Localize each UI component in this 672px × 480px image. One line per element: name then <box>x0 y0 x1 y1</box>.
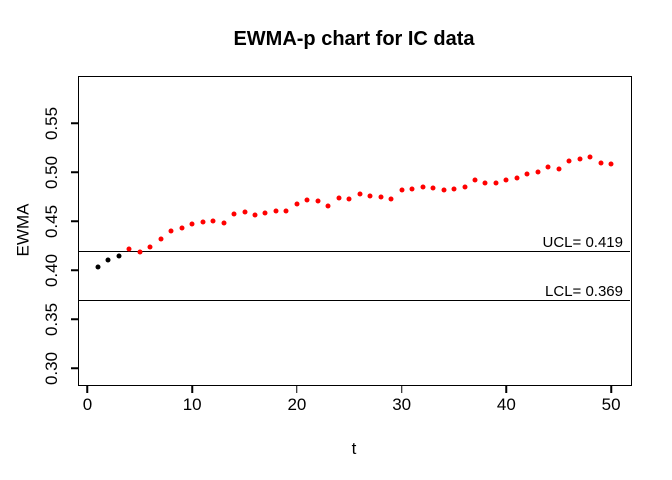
y-axis-tick-label-text: 0.55 <box>42 106 62 140</box>
data-point <box>105 257 111 263</box>
data-point <box>304 197 310 203</box>
data-point <box>283 208 289 214</box>
data-point <box>598 160 604 166</box>
data-point <box>126 246 132 252</box>
data-point <box>441 187 447 193</box>
x-axis-tick <box>400 385 403 393</box>
data-point <box>262 210 268 216</box>
data-point <box>168 228 174 234</box>
x-axis-tick <box>505 385 508 393</box>
y-axis-tick <box>71 269 78 271</box>
y-axis-tick-label-text: 0.35 <box>42 302 62 336</box>
data-point <box>325 203 331 209</box>
x-axis-tick-label: 0 <box>82 395 93 414</box>
y-axis-title-text: EWMA <box>13 203 33 257</box>
y-axis-tick-label-text: 0.40 <box>42 253 62 287</box>
data-point <box>231 211 237 217</box>
lcl-line <box>79 299 630 302</box>
data-point <box>608 161 614 167</box>
data-point <box>493 180 499 186</box>
data-point <box>409 186 415 192</box>
ucl-line <box>79 250 630 253</box>
data-point <box>158 236 164 242</box>
y-axis-tick-label-text: 0.50 <box>42 155 62 189</box>
data-point <box>336 195 342 201</box>
data-point <box>378 194 384 200</box>
ucl-label: UCL= 0.419 <box>542 233 623 251</box>
lcl-label: LCL= 0.369 <box>545 282 623 300</box>
data-point <box>137 249 143 255</box>
data-point <box>587 154 593 160</box>
y-axis-tick-label-text: 0.30 <box>42 351 62 385</box>
data-point <box>399 187 405 193</box>
y-axis-tick <box>71 171 78 173</box>
y-axis-tick <box>71 318 78 320</box>
data-point <box>566 158 572 164</box>
data-point <box>242 209 248 215</box>
data-point <box>367 193 373 199</box>
x-axis-tick-label: 10 <box>182 395 202 414</box>
data-point <box>451 186 457 192</box>
data-point <box>462 184 467 190</box>
data-point <box>147 244 153 250</box>
y-axis-tick <box>71 122 78 124</box>
data-point <box>357 191 363 197</box>
data-point <box>95 264 101 270</box>
x-axis-tick <box>296 385 298 393</box>
data-point <box>514 175 520 181</box>
data-point <box>200 219 206 225</box>
data-point <box>420 184 426 190</box>
x-axis-tick <box>610 385 612 393</box>
data-point <box>210 218 216 224</box>
y-axis-tick <box>71 367 78 370</box>
y-axis-tick-label-text: 0.45 <box>42 204 62 238</box>
data-point <box>545 164 551 170</box>
x-axis-title: t <box>351 439 357 458</box>
x-axis-tick-label: 20 <box>287 395 307 414</box>
data-point <box>273 208 279 214</box>
data-point <box>535 169 541 175</box>
data-point <box>388 196 394 202</box>
data-point <box>346 196 352 202</box>
x-axis-tick <box>191 385 193 393</box>
data-point <box>577 156 583 162</box>
data-point <box>472 177 478 183</box>
data-point <box>189 221 195 227</box>
y-axis-tick <box>71 220 78 222</box>
x-axis-tick-label: 30 <box>392 395 412 414</box>
chart-title: EWMA-p chart for IC data <box>233 28 475 50</box>
data-point <box>179 225 185 231</box>
x-axis-tick-label: 40 <box>496 395 516 414</box>
data-point <box>116 253 122 259</box>
x-axis-tick-label: 50 <box>601 395 621 414</box>
data-point <box>503 177 509 183</box>
data-point <box>221 220 227 226</box>
data-point <box>556 166 562 172</box>
data-point <box>524 171 530 177</box>
data-point <box>430 185 436 191</box>
data-point <box>252 212 258 218</box>
data-point <box>294 201 300 207</box>
x-axis-tick <box>86 385 89 393</box>
data-point <box>482 180 488 186</box>
data-point <box>315 198 321 204</box>
plot-area <box>78 76 632 386</box>
